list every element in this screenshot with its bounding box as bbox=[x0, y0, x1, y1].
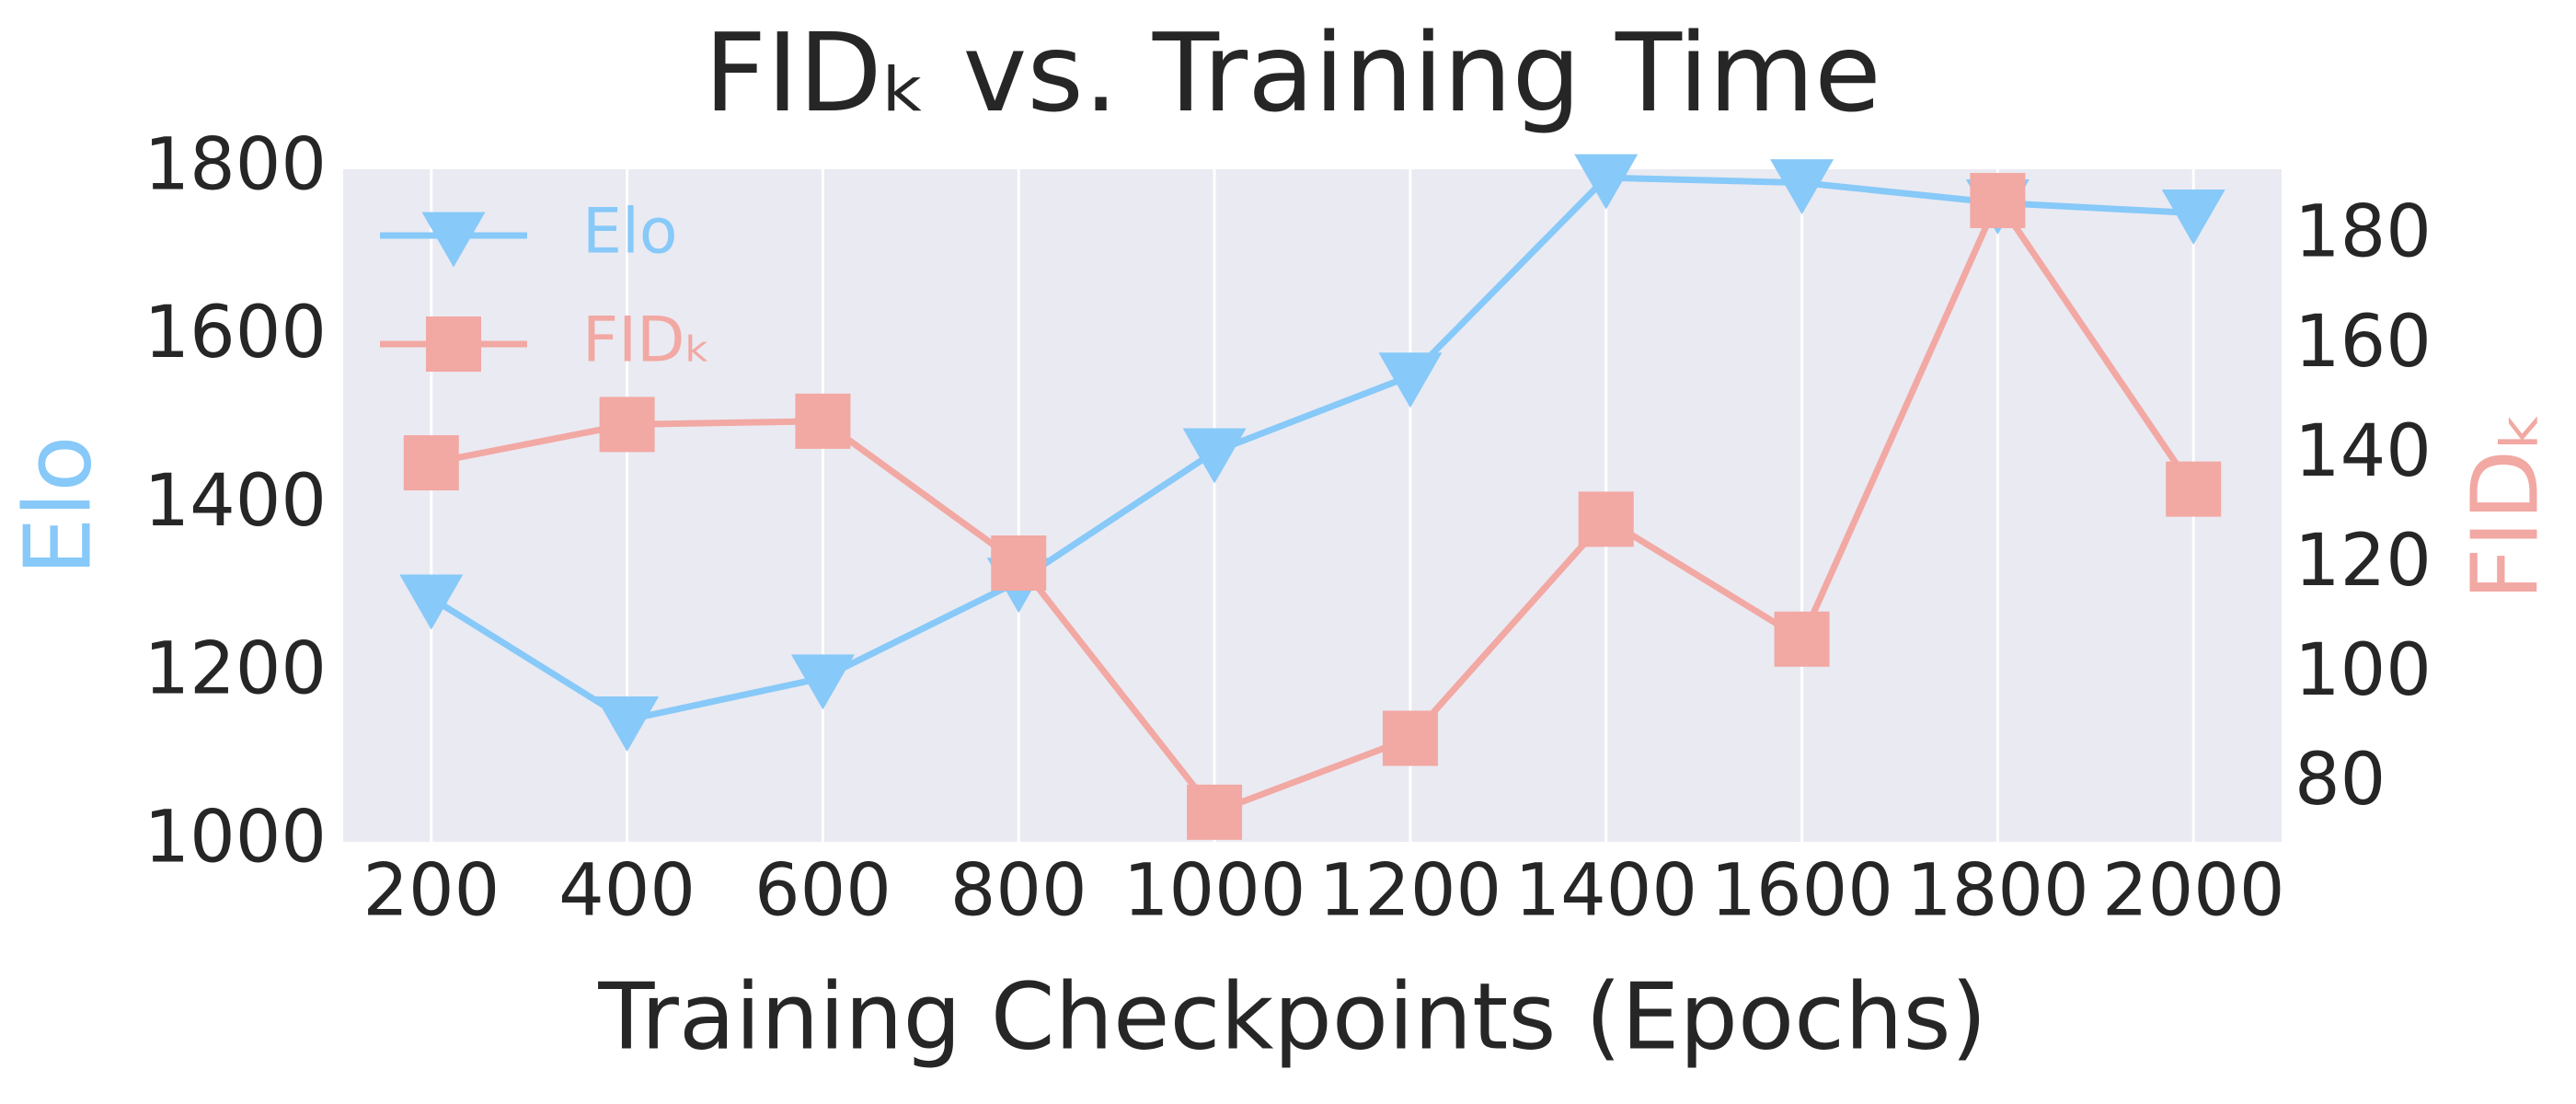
data-point bbox=[2161, 190, 2225, 246]
x-tick-label: 1800 bbox=[1906, 849, 2089, 932]
y2-tick-label: 160 bbox=[2294, 301, 2432, 384]
y2-tick-label: 140 bbox=[2294, 410, 2432, 493]
data-point bbox=[599, 397, 655, 453]
x-tick-label: 600 bbox=[754, 849, 891, 932]
y2-tick-label: 80 bbox=[2294, 739, 2386, 822]
chart-title: FIDₖ vs. Training Time bbox=[704, 9, 1881, 136]
y-tick-label: 1000 bbox=[144, 796, 327, 879]
data-point bbox=[1378, 352, 1443, 408]
data-point bbox=[403, 435, 459, 491]
legend-marker bbox=[426, 316, 481, 372]
y2-tick-label: 120 bbox=[2294, 520, 2432, 603]
data-point bbox=[1770, 159, 1834, 215]
series-line bbox=[429, 174, 2194, 724]
x-tick-label: 2000 bbox=[2102, 849, 2285, 932]
data-point bbox=[1970, 172, 2026, 228]
data-point bbox=[1578, 491, 1634, 547]
x-tick-label: 800 bbox=[950, 849, 1087, 932]
legend-label: Elo bbox=[582, 196, 677, 269]
legend-label: FIDₖ bbox=[582, 305, 711, 377]
data-point bbox=[1574, 154, 1639, 210]
y-tick-label: 1600 bbox=[144, 292, 327, 374]
x-tick-label: 400 bbox=[558, 849, 696, 932]
y-tick-label: 1800 bbox=[144, 123, 327, 206]
x-tick-label: 200 bbox=[362, 849, 500, 932]
plot-background bbox=[343, 169, 2282, 842]
series-line bbox=[431, 197, 2197, 816]
y2-tick-label: 100 bbox=[2294, 629, 2432, 712]
data-point bbox=[1382, 710, 1438, 766]
x-tick-label: 1400 bbox=[1514, 849, 1697, 932]
data-point bbox=[991, 535, 1047, 592]
y2-tick-label: 180 bbox=[2294, 191, 2432, 274]
data-point bbox=[1187, 784, 1243, 840]
legend-marker bbox=[421, 212, 486, 268]
x-tick-label: 1000 bbox=[1123, 849, 1306, 932]
y-axis-label: Elo bbox=[4, 435, 111, 575]
x-axis-label: Training Checkpoints (Epochs) bbox=[597, 962, 1986, 1070]
y-tick-label: 1400 bbox=[144, 460, 327, 543]
x-tick-label: 1600 bbox=[1710, 849, 1893, 932]
data-point bbox=[2166, 461, 2222, 517]
data-point bbox=[399, 574, 464, 630]
y-tick-label: 1200 bbox=[144, 628, 327, 711]
data-point bbox=[1182, 428, 1247, 484]
data-point bbox=[795, 393, 851, 449]
data-point bbox=[595, 696, 660, 753]
data-point bbox=[790, 654, 855, 710]
data-point bbox=[1774, 611, 1830, 667]
x-tick-label: 1200 bbox=[1319, 849, 1502, 932]
y2-axis-label: FIDₖ bbox=[2451, 410, 2559, 601]
